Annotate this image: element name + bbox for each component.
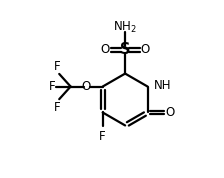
Text: F: F bbox=[54, 59, 60, 72]
Text: NH$_2$: NH$_2$ bbox=[113, 20, 137, 35]
Text: F: F bbox=[54, 101, 60, 114]
Text: O: O bbox=[140, 43, 150, 56]
Text: NH: NH bbox=[154, 79, 171, 92]
Text: O: O bbox=[101, 43, 110, 56]
Text: F: F bbox=[49, 80, 56, 93]
Text: O: O bbox=[165, 106, 174, 119]
Text: O: O bbox=[82, 80, 91, 93]
Text: S: S bbox=[120, 42, 130, 57]
Text: F: F bbox=[99, 130, 106, 143]
